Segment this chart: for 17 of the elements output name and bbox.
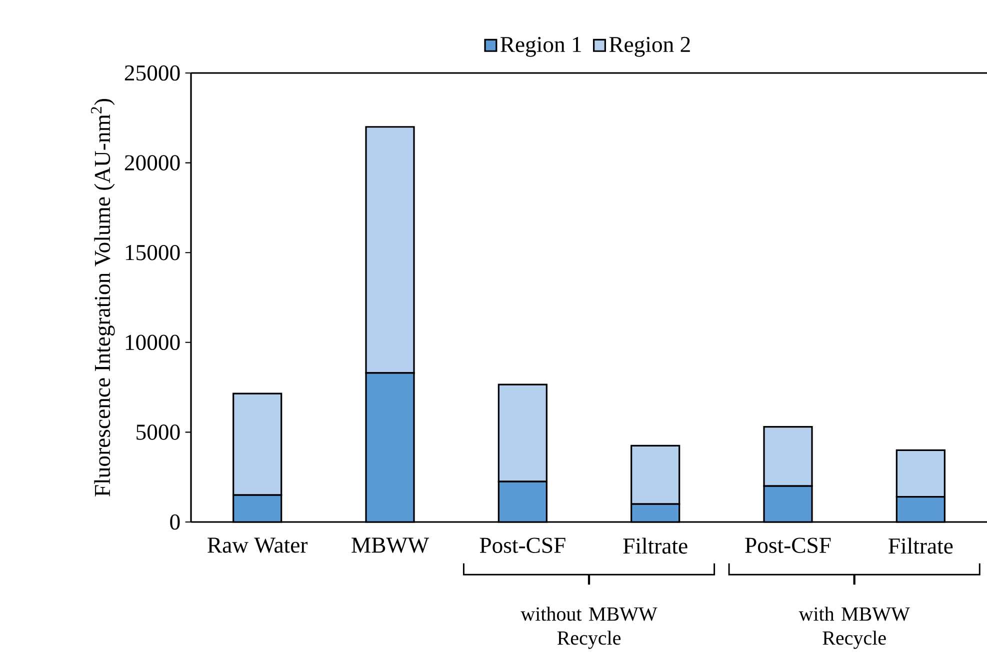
y-tick-label: 0	[170, 514, 180, 530]
text: without MBWW Recycle	[520, 606, 658, 649]
x-tick-label: Post-CSF	[745, 538, 831, 553]
text: with MBWW Recycle	[798, 606, 910, 649]
x-tick-label: MBWW	[352, 538, 429, 553]
y-tick-label: 5000	[136, 424, 180, 440]
y-tick-label: 20000	[124, 155, 180, 170]
x-tick-label: Post-CSF	[480, 538, 566, 553]
x-tick-label: Raw Water	[208, 538, 308, 553]
y-axis-title: Fluorescence Integration Volume (AU-nm$^{2}$)	[91, 98, 115, 496]
legend-label: Region 2	[609, 36, 690, 57]
x-tick-label: Filtrate	[623, 538, 688, 554]
legend-label: Region 1	[500, 36, 581, 57]
y-tick-label: 25000	[124, 65, 180, 81]
x-tick-label: Filtrate	[888, 538, 953, 554]
y-tick-label: 10000	[126, 334, 180, 350]
y-tick-label: 15000	[126, 244, 180, 260]
